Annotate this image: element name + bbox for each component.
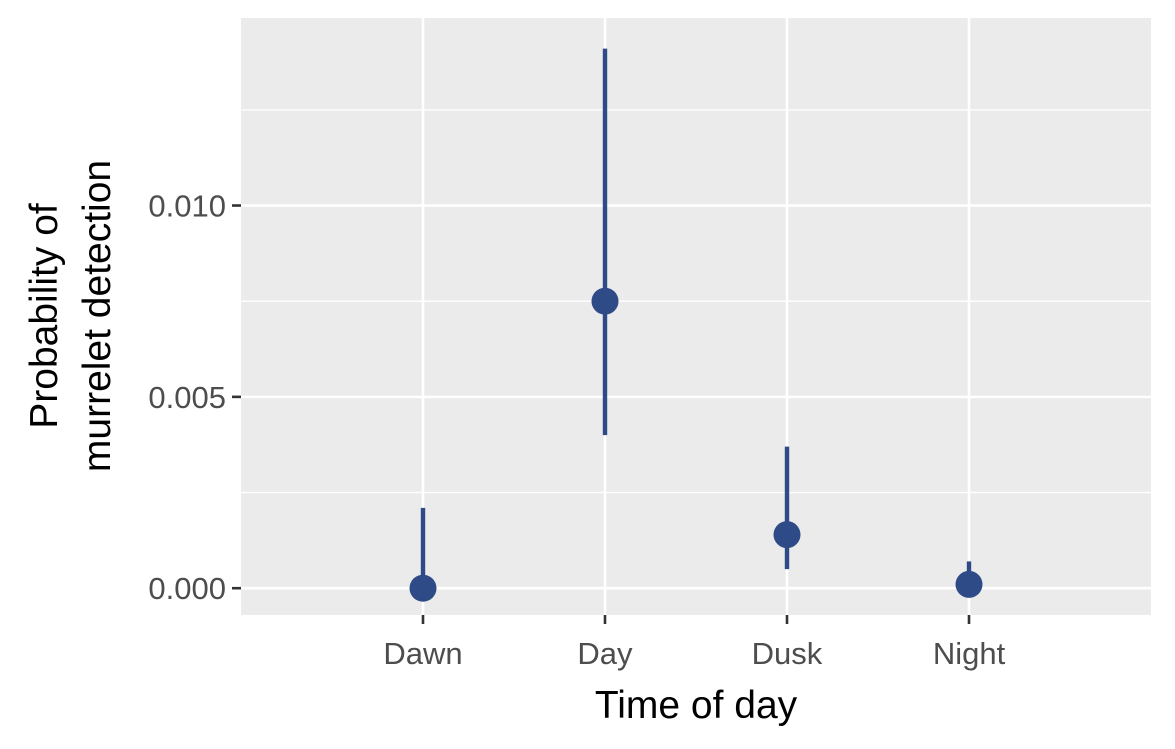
plot-panel [241,18,1151,615]
x-axis-title: Time of day [595,684,798,727]
data-point [591,287,619,315]
y-axis: 0.000 0.005 0.010 [148,189,241,606]
data-point [773,521,801,549]
y-tick-label: 0.000 [148,571,226,606]
y-tick-label: 0.010 [148,189,226,224]
x-tick-label: Night [933,636,1006,671]
data-point [955,570,983,598]
y-axis-title-line-2: murrelet detection [76,160,119,472]
data-point [409,574,437,602]
data-marks [409,48,983,602]
minor-gridlines [241,109,1151,494]
y-axis-title: Probability of murrelet detection [23,160,119,472]
x-tick-label: Dawn [383,636,462,671]
x-tick-label: Dusk [752,636,823,671]
x-tick-label: Day [577,636,633,671]
y-tick-label: 0.005 [148,380,226,415]
x-axis: Dawn Day Dusk Night [383,615,1006,671]
y-axis-title-line-1: Probability of [23,203,66,429]
